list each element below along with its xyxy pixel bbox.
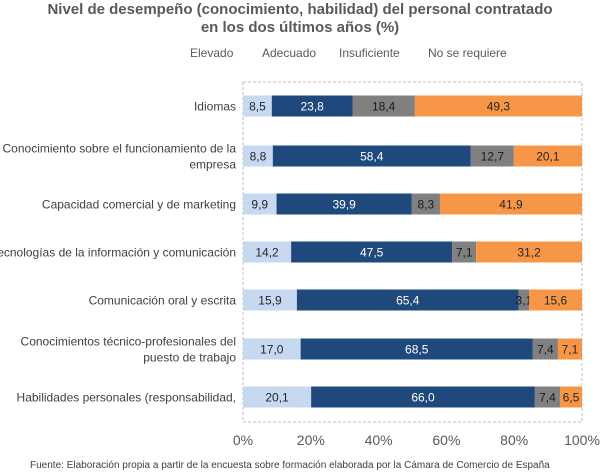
data-label-0-2: 9,9 <box>251 198 268 212</box>
x-tick-label: 60% <box>432 432 460 448</box>
bar-0-2 <box>243 193 277 215</box>
legend: Elevado Adecuado Insuficiente No se requier… <box>0 46 600 62</box>
data-label-3-1: 20,1 <box>536 150 560 164</box>
data-label-1-3: 47,5 <box>360 246 384 260</box>
x-tick-label: 20% <box>297 432 325 448</box>
data-label-3-6: 6,5 <box>563 391 580 405</box>
bar-1-5 <box>300 338 533 360</box>
bar-2-6 <box>534 386 560 408</box>
chart-title: Nivel de desempeño (conocimiento, habili… <box>0 1 600 37</box>
x-tick-label: 100% <box>564 432 600 448</box>
bar-2-1 <box>470 145 514 167</box>
data-label-3-5: 7,1 <box>562 343 579 357</box>
bar-1-4 <box>296 289 519 311</box>
legend-item-insuficiente: Insuficiente <box>339 46 400 60</box>
data-label-1-6: 66,0 <box>411 391 435 405</box>
bar-1-6 <box>311 386 535 408</box>
data-label-3-0: 49,3 <box>487 100 511 114</box>
legend-item-adecuado: Adecuado <box>262 46 317 60</box>
category-label-4: Comunicación oral y escrita <box>89 294 237 308</box>
data-label-2-1: 12,7 <box>481 150 505 164</box>
bar-3-4 <box>529 289 582 311</box>
category-label-2: Capacidad comercial y de marketing <box>42 198 236 212</box>
data-label-1-5: 68,5 <box>405 343 429 357</box>
data-label-0-5: 17,0 <box>260 343 284 357</box>
bar-1-2 <box>276 193 412 215</box>
data-label-1-2: 39,9 <box>333 198 357 212</box>
category-label-0: Idiomas <box>194 100 236 114</box>
category-label-3: Tecnologías de la información y comunica… <box>0 246 236 260</box>
data-label-3-3: 31,2 <box>517 246 541 260</box>
bar-1-0 <box>271 95 353 117</box>
bar-3-0 <box>414 95 582 117</box>
chart-title-line2: en los dos últimos años (%) <box>200 19 400 36</box>
bar-0-0 <box>243 95 272 117</box>
data-label-2-2: 8,3 <box>418 198 435 212</box>
legend-item-no-se-requiere: No se requiere <box>428 46 507 60</box>
bar-0-6 <box>243 386 312 408</box>
bar-3-3 <box>476 241 582 263</box>
bar-0-4 <box>243 289 297 311</box>
data-label-3-4: 15,6 <box>544 294 568 308</box>
bar-3-1 <box>513 145 582 167</box>
x-tick-label: 0% <box>233 432 253 448</box>
data-label-2-3: 7,1 <box>456 246 473 260</box>
data-label-1-0: 23,8 <box>300 100 324 114</box>
data-label-2-4: 3,1 <box>516 294 533 308</box>
bar-3-2 <box>439 193 582 215</box>
source-note: Fuente: Elaboración propia a partir de l… <box>30 460 550 471</box>
bar-3-5 <box>557 338 582 360</box>
x-tick-label: 40% <box>365 432 393 448</box>
data-label-2-5: 7,4 <box>537 343 554 357</box>
bar-2-3 <box>452 241 477 263</box>
data-label-2-6: 7,4 <box>539 391 556 405</box>
category-label-1-0: Conocimiento sobre el funcionamiento de … <box>3 142 237 156</box>
data-label-3-2: 41,9 <box>499 198 523 212</box>
bar-3-6 <box>559 386 582 408</box>
data-label-2-0: 18,4 <box>372 100 396 114</box>
category-label-1-1: empresa <box>189 158 236 172</box>
bar-0-5 <box>243 338 301 360</box>
data-label-1-4: 65,4 <box>396 294 420 308</box>
data-label-0-1: 8,8 <box>250 150 267 164</box>
bar-2-2 <box>411 193 440 215</box>
data-label-1-1: 58,4 <box>360 150 384 164</box>
bar-1-1 <box>272 145 471 167</box>
chart-title-line1: Nivel de desempeño (conocimiento, habili… <box>47 1 553 18</box>
category-label-6: Habilidades personales (responsabilidad, <box>17 391 236 405</box>
bar-2-0 <box>352 95 415 117</box>
category-label-5-1: puesto de trabajo <box>143 351 236 365</box>
data-label-0-3: 14,2 <box>255 246 279 260</box>
data-label-0-0: 8,5 <box>249 100 266 114</box>
category-label-5-0: Conocimientos técnico-profesionales del <box>21 335 236 349</box>
x-tick-label: 80% <box>500 432 528 448</box>
bar-0-1 <box>243 145 273 167</box>
bar-1-3 <box>291 241 453 263</box>
bar-2-4 <box>518 289 530 311</box>
bar-0-3 <box>243 241 292 263</box>
data-label-0-4: 15,9 <box>258 294 282 308</box>
bar-2-5 <box>532 338 558 360</box>
data-label-0-6: 20,1 <box>265 391 289 405</box>
legend-item-elevado: Elevado <box>190 46 234 60</box>
